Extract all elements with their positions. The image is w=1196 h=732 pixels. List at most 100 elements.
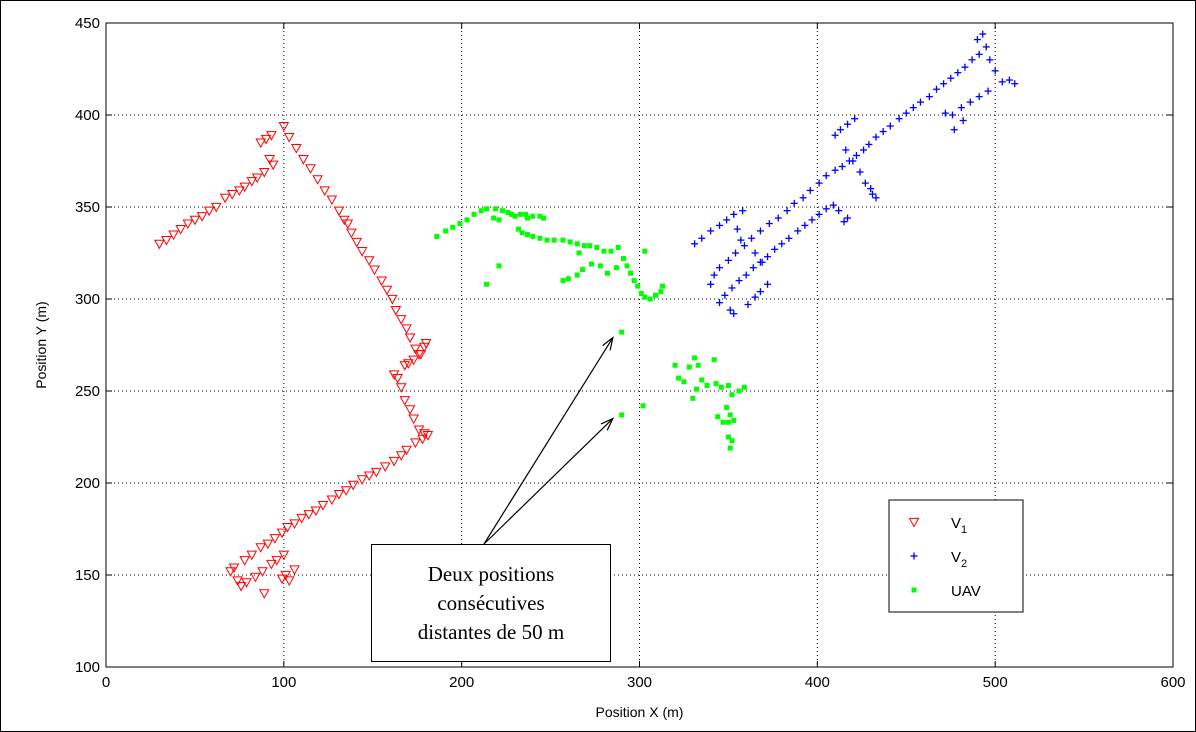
point-uav [597, 263, 603, 269]
point-v2 [733, 225, 741, 233]
point-v1 [255, 138, 267, 149]
point-uav [635, 283, 641, 289]
point-v2 [822, 172, 830, 180]
point-v2 [973, 36, 981, 44]
point-v1 [392, 374, 403, 384]
point-v1 [264, 155, 275, 165]
point-uav [443, 228, 449, 234]
point-uav [729, 438, 735, 444]
point-v1 [232, 576, 243, 587]
point-uav [620, 256, 626, 262]
axes-border [105, 22, 1174, 668]
point-v2 [957, 104, 965, 112]
point-v1 [282, 523, 293, 533]
point-uav [492, 206, 498, 212]
point-v1 [401, 324, 412, 334]
series-v1 [154, 121, 434, 599]
annotation-arrow [483, 418, 614, 545]
point-uav [720, 419, 726, 425]
point-v1 [317, 500, 329, 511]
point-v2 [751, 293, 759, 301]
point-v2 [991, 67, 999, 75]
point-v1 [226, 190, 238, 200]
axis-ticks: 0 100 200 300 400 500 600100150200250300350400… [75, 15, 1186, 691]
point-uav [729, 392, 735, 398]
point-v1 [346, 228, 357, 239]
y-tick-label: 100 [75, 659, 100, 676]
point-v1 [379, 462, 391, 472]
point-v2 [716, 264, 724, 272]
point-v1 [369, 265, 380, 276]
annotation-line-1: Deux positions [427, 561, 555, 586]
point-v1 [342, 219, 354, 230]
point-uav [653, 292, 659, 298]
point-v1 [257, 567, 268, 577]
point-uav [500, 208, 506, 214]
point-uav [676, 375, 682, 381]
point-v1 [271, 556, 283, 566]
point-v2 [764, 253, 772, 261]
point-uav [690, 395, 696, 401]
point-v2 [728, 284, 736, 292]
y-tick-label: 400 [75, 107, 100, 124]
point-v1 [276, 574, 288, 585]
point-v2 [1005, 76, 1013, 84]
y-tick-label: 300 [75, 291, 100, 308]
point-v2 [849, 157, 857, 165]
point-v1 [326, 195, 338, 206]
point-v1 [347, 480, 359, 491]
point-v2 [721, 291, 729, 299]
point-v2 [1011, 80, 1019, 88]
x-tick-label: 500 [983, 674, 1008, 691]
point-v2 [868, 190, 876, 198]
point-v1 [161, 236, 172, 246]
point-v2 [756, 288, 764, 296]
point-v1 [404, 405, 416, 415]
point-v2 [806, 186, 814, 194]
point-v1 [386, 294, 398, 305]
point-uav [692, 355, 698, 361]
point-v1 [289, 565, 300, 576]
legend: V1 V2 UAV [888, 499, 1024, 613]
data-points [154, 30, 1019, 599]
point-v2 [790, 199, 798, 207]
annotation-arrows [483, 336, 615, 545]
point-uav [581, 243, 587, 249]
point-uav [478, 208, 484, 214]
point-v2 [765, 220, 773, 228]
point-uav [604, 270, 610, 276]
point-v1 [239, 182, 251, 193]
point-uav [724, 405, 730, 411]
point-v1 [395, 383, 407, 393]
point-uav [642, 248, 648, 254]
point-uav [496, 217, 502, 223]
arrow-head [602, 336, 614, 351]
point-v2 [975, 93, 983, 101]
point-uav [516, 226, 522, 232]
point-v1 [276, 528, 288, 539]
point-uav [711, 357, 717, 363]
point-v2 [851, 115, 859, 123]
point-v2 [865, 140, 873, 148]
point-v2 [799, 194, 807, 202]
point-v1 [278, 121, 290, 132]
point-v2 [940, 80, 948, 88]
point-v2 [771, 245, 779, 253]
annotation-box: Deux positions consécutives distantes de… [371, 544, 611, 662]
point-uav [484, 206, 490, 212]
point-v1 [319, 186, 331, 196]
point-v2 [860, 146, 868, 154]
point-uav [741, 384, 747, 390]
point-v2 [735, 277, 743, 285]
point-uav [505, 210, 511, 216]
point-v1 [356, 247, 368, 257]
point-v2 [975, 50, 983, 58]
point-v2 [925, 93, 933, 101]
point-uav [699, 377, 705, 383]
point-uav [580, 267, 586, 273]
point-v1 [168, 230, 179, 241]
point-v1 [269, 534, 281, 544]
point-v2 [742, 271, 750, 279]
legend-marker [908, 517, 920, 528]
